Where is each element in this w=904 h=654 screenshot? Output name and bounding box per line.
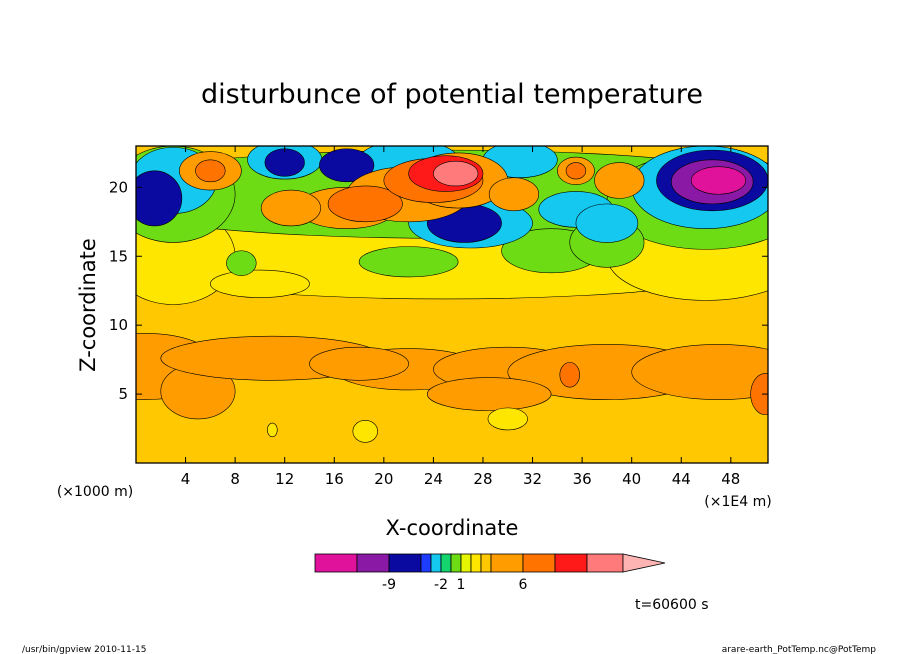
contour-region (309, 346, 409, 381)
contour-region (195, 159, 226, 183)
contour-region (565, 162, 587, 180)
colorbar-box (440, 553, 452, 573)
x-tick-label: 8 (230, 470, 240, 488)
contour-region (750, 373, 768, 416)
contour-region (433, 160, 479, 187)
footer-left: /usr/bin/gpview 2010-11-15 (22, 645, 146, 654)
x-axis-label: X-coordinate (386, 516, 519, 540)
colorbar-box (450, 553, 462, 573)
colorbar-box (522, 553, 556, 573)
colorbar-box (470, 553, 482, 573)
footer-right: arare-earth_PotTemp.nc@PotTemp (722, 645, 877, 654)
x-unit-left: (×1000 m) (57, 484, 133, 500)
colorbar-box (420, 553, 432, 573)
x-tick-label: 48 (721, 470, 740, 488)
colorbar-box (490, 553, 524, 573)
contour-region (267, 422, 278, 438)
colorbar-box (430, 553, 442, 573)
chart-title: disturbunce of potential temperature (201, 79, 703, 110)
contour-region (136, 170, 183, 227)
contour-region (426, 377, 552, 411)
y-tick-label: 15 (109, 247, 128, 265)
contour-region (690, 166, 746, 195)
contour-region (559, 362, 580, 388)
colorbar-box (554, 553, 588, 573)
timestamp: t=60600 s (635, 597, 709, 613)
x-axis: 4 8 12 16 20 24 28 32 36 40 44 48 (181, 146, 740, 488)
colorbar-arrow (622, 553, 666, 573)
contour-region (575, 203, 639, 243)
x-tick-label: 16 (325, 470, 344, 488)
contour-region (210, 269, 310, 298)
contour-region (358, 246, 459, 278)
colorbar-box (388, 553, 422, 573)
y-tick-label: 10 (109, 316, 128, 334)
contour-region (487, 407, 528, 431)
x-tick-label: 40 (622, 470, 641, 488)
colorbar-box (586, 553, 624, 573)
colorbar-box (314, 553, 358, 573)
x-tick-label: 4 (181, 470, 191, 488)
x-tick-label: 32 (523, 470, 542, 488)
contour-region (631, 344, 768, 400)
contour-region (260, 189, 321, 227)
x-tick-label: 28 (473, 470, 492, 488)
colorbar-tick-label: 6 (519, 577, 528, 593)
colorbar-tick-label: -9 (382, 577, 396, 593)
colorbar: -9 -2 1 6 (314, 553, 666, 593)
y-tick-label: 5 (118, 385, 128, 403)
y-axis: 5 10 15 20 (109, 178, 768, 403)
plot-frame (135, 145, 769, 464)
x-tick-label: 20 (374, 470, 393, 488)
colorbar-tick-label: -2 (434, 577, 448, 593)
contour-region (327, 185, 403, 223)
x-tick-label: 44 (672, 470, 691, 488)
contour-region (264, 148, 305, 177)
contour-region (319, 148, 375, 183)
y-axis-label: Z-coordinate (76, 238, 100, 372)
contour-region (488, 177, 540, 212)
colorbar-box (460, 553, 472, 573)
x-tick-label: 24 (424, 470, 443, 488)
contour-field (136, 146, 768, 463)
colorbar-tick-label: 1 (457, 577, 466, 593)
x-tick-label: 36 (573, 470, 592, 488)
y-tick-label: 20 (109, 178, 128, 196)
colorbar-box (356, 553, 390, 573)
contour-region (352, 419, 378, 443)
contour-region (226, 250, 257, 276)
contour-region (594, 162, 645, 199)
x-tick-label: 12 (275, 470, 294, 488)
colorbar-box (480, 553, 492, 573)
x-unit-right: (×1E4 m) (704, 494, 771, 510)
